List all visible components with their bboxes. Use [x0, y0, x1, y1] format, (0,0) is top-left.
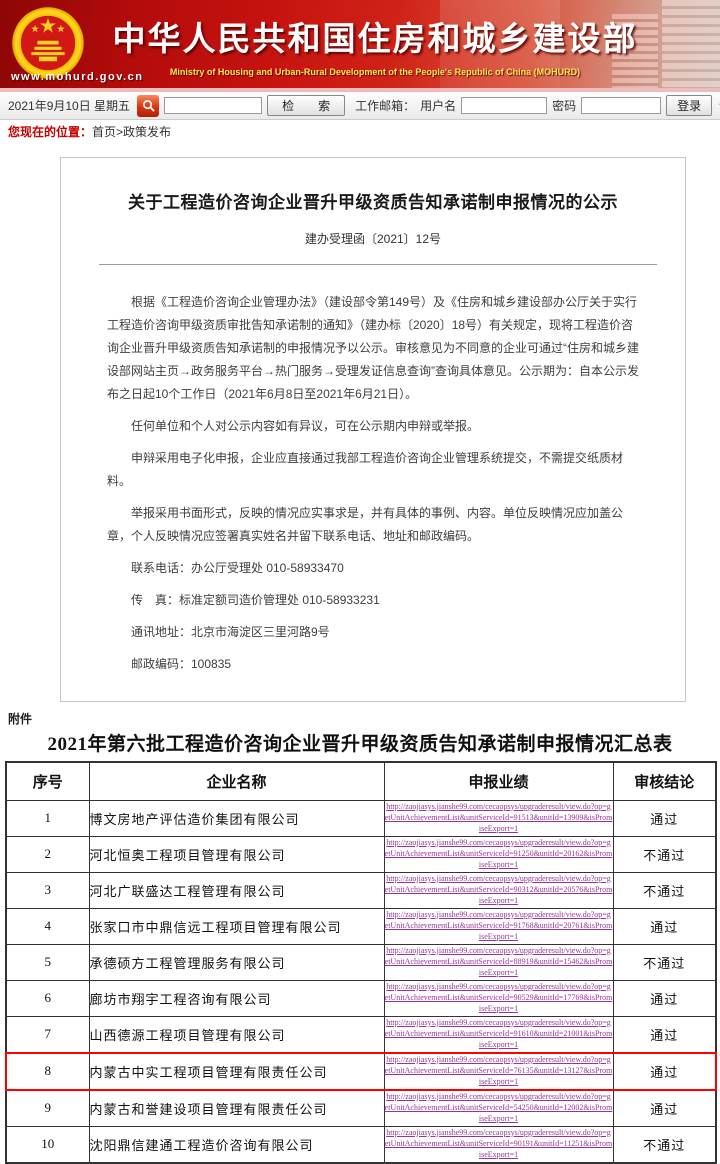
breadcrumb-path[interactable]: 首页>政策发布 [92, 125, 172, 139]
review-result: 不通过 [612, 871, 717, 909]
table-row: 6 廊坊市翔宇工程咨询有限公司 http://zaojiasys.jianshe… [5, 979, 717, 1017]
building-decor [662, 0, 720, 88]
company-name: 廊坊市翔宇工程咨询有限公司 [88, 979, 385, 1017]
achievement-link[interactable]: http://zaojiasys.jianshe99.com/cecaopsys… [384, 1091, 613, 1123]
table-row: 2 河北恒奥工程项目管理有限公司 http://zaojiasys.jiansh… [5, 835, 717, 873]
table-header-row: 序号 企业名称 申报业绩 审核结论 [5, 761, 717, 801]
paragraph: 任何单位和个人对公示内容如有异议，可在公示期内申辩或举报。 [131, 419, 480, 433]
national-emblem-icon [12, 7, 84, 79]
table-row: 7 山西德源工程项目管理有限公司 http://zaojiasys.jiansh… [5, 1015, 717, 1053]
company-name: 张家口市中鼎信远工程项目管理有限公司 [88, 907, 385, 945]
col-header-result: 审核结论 [612, 761, 717, 801]
divider [99, 264, 657, 265]
table-row: 4 张家口市中鼎信远工程项目管理有限公司 http://zaojiasys.ji… [5, 907, 717, 945]
breadcrumb: 您现在的位置：首页>政策发布 [0, 120, 720, 144]
achievement-link[interactable]: http://zaojiasys.jianshe99.com/cecaopsys… [384, 873, 613, 905]
review-result: 不通过 [612, 1125, 717, 1163]
table-row: 9 内蒙古和誉建设项目管理有限责任公司 http://zaojiasys.jia… [5, 1089, 717, 1127]
company-name: 山西德源工程项目管理有限公司 [88, 1015, 385, 1053]
toolbar: 2021年9月10日 星期五 检 索 工作邮箱：用户名 密码 登录 ↑ 设为首页… [0, 92, 720, 120]
achievement-link[interactable]: http://zaojiasys.jianshe99.com/cecaopsys… [384, 1127, 613, 1159]
row-number: 10 [5, 1125, 90, 1163]
paragraph: 举报采用书面形式，反映的情况应实事求是，并有具体的事例、内容。单位反映情况应加盖… [107, 506, 624, 543]
site-title-english: Ministry of Housing and Urban-Rural Deve… [169, 67, 581, 77]
login-button[interactable]: 登录 [666, 95, 713, 116]
row-number: 7 [5, 1015, 90, 1053]
search-button[interactable]: 检 索 [267, 95, 346, 116]
breadcrumb-label: 您现在的位置： [8, 125, 93, 139]
achievement-link[interactable]: http://zaojiasys.jianshe99.com/cecaopsys… [384, 801, 613, 833]
username-input[interactable] [461, 97, 548, 114]
company-name: 内蒙古中实工程项目管理有限责任公司 [88, 1051, 385, 1091]
review-result: 通过 [612, 799, 717, 837]
company-name: 河北广联盛达工程管理有限公司 [88, 871, 385, 909]
achievement-link[interactable]: http://zaojiasys.jianshe99.com/cecaopsys… [384, 1017, 613, 1049]
paragraph: 邮政编码：100835 [131, 657, 232, 671]
table-row: 8 内蒙古中实工程项目管理有限责任公司 http://zaojiasys.jia… [5, 1051, 717, 1091]
row-number: 6 [5, 979, 90, 1017]
date-text: 2021年9月10日 星期五 [8, 99, 131, 113]
password-label: 密码 [552, 99, 577, 113]
table-row: 10 沈阳鼎信建通工程造价咨询有限公司 http://zaojiasys.jia… [5, 1125, 717, 1163]
review-result: 通过 [612, 1089, 717, 1127]
company-name: 内蒙古和誉建设项目管理有限责任公司 [88, 1089, 385, 1127]
company-name: 博文房地产评估造价集团有限公司 [88, 799, 385, 837]
search-input[interactable] [164, 97, 263, 114]
row-number: 5 [5, 943, 90, 981]
table-row: 5 承德硕方工程管理服务有限公司 http://zaojiasys.jiansh… [5, 943, 717, 981]
table-row: 1 博文房地产评估造价集团有限公司 http://zaojiasys.jians… [5, 799, 717, 837]
row-number: 2 [5, 835, 90, 873]
review-result: 通过 [612, 1015, 717, 1053]
report-table: 序号 企业名称 申报业绩 审核结论 1 博文房地产评估造价集团有限公司 http… [5, 761, 717, 1164]
col-header-no: 序号 [5, 761, 90, 801]
row-number: 1 [5, 799, 90, 837]
document-panel: 关于工程造价咨询企业晋升甲级资质告知承诺制申报情况的公示 建办受理函〔2021〕… [60, 157, 686, 702]
paragraph: 联系电话：办公厅受理处 010-58933470 [131, 561, 344, 575]
paragraph: 通讯地址：北京市海淀区三里河路9号 [131, 625, 330, 639]
document-body: 根据《工程造价咨询企业管理办法》（建设部令第149号）及《住房和城乡建设部办公厅… [61, 265, 685, 676]
work-email-label: 工作邮箱： [355, 99, 416, 113]
achievement-link[interactable]: http://zaojiasys.jianshe99.com/cecaopsys… [384, 837, 613, 869]
review-result: 通过 [612, 1051, 717, 1091]
document-title: 关于工程造价咨询企业晋升甲级资质告知承诺制申报情况的公示 [128, 193, 618, 212]
review-result: 通过 [612, 907, 717, 945]
company-name: 沈阳鼎信建通工程造价咨询有限公司 [88, 1125, 385, 1163]
col-header-achievement: 申报业绩 [383, 761, 614, 801]
username-label: 用户名 [420, 99, 457, 113]
row-number: 3 [5, 871, 90, 909]
password-input[interactable] [581, 97, 662, 114]
paragraph: 传 真：标准定额司造价管理处 010-58933231 [131, 593, 380, 607]
table-title: 2021年第六批工程造价咨询企业晋升甲级资质告知承诺制申报情况汇总表 [47, 734, 673, 755]
achievement-link[interactable]: http://zaojiasys.jianshe99.com/cecaopsys… [384, 1054, 613, 1086]
col-header-company: 企业名称 [88, 761, 385, 801]
row-number: 4 [5, 907, 90, 945]
achievement-link[interactable]: http://zaojiasys.jianshe99.com/cecaopsys… [384, 909, 613, 941]
document-number: 建办受理函〔2021〕12号 [304, 232, 442, 246]
company-name: 河北恒奥工程项目管理有限公司 [88, 835, 385, 873]
review-result: 不通过 [612, 835, 717, 873]
achievement-link[interactable]: http://zaojiasys.jianshe99.com/cecaopsys… [384, 945, 613, 977]
paragraph: 根据《工程造价咨询企业管理办法》（建设部令第149号）及《住房和城乡建设部办公厅… [107, 295, 640, 401]
paragraph: 申辩采用电子化申报，企业应直接通过我部工程造价咨询企业管理系统提交，不需提交纸质… [107, 451, 624, 488]
search-icon[interactable] [137, 94, 160, 117]
review-result: 不通过 [612, 943, 717, 981]
table-row: 3 河北广联盛达工程管理有限公司 http://zaojiasys.jiansh… [5, 871, 717, 909]
row-number: 8 [5, 1051, 90, 1091]
attachment-label: 附件 [8, 712, 33, 726]
site-header: www.mohurd.gov.cn 中华人民共和国住房和城乡建设部 Minist… [0, 0, 720, 92]
site-title: 中华人民共和国住房和城乡建设部 [112, 20, 638, 57]
up-arrow-icon: ↑ [717, 98, 720, 113]
review-result: 通过 [612, 979, 717, 1017]
site-url[interactable]: www.mohurd.gov.cn [11, 71, 144, 83]
row-number: 9 [5, 1089, 90, 1127]
company-name: 承德硕方工程管理服务有限公司 [88, 943, 385, 981]
achievement-link[interactable]: http://zaojiasys.jianshe99.com/cecaopsys… [384, 981, 613, 1013]
